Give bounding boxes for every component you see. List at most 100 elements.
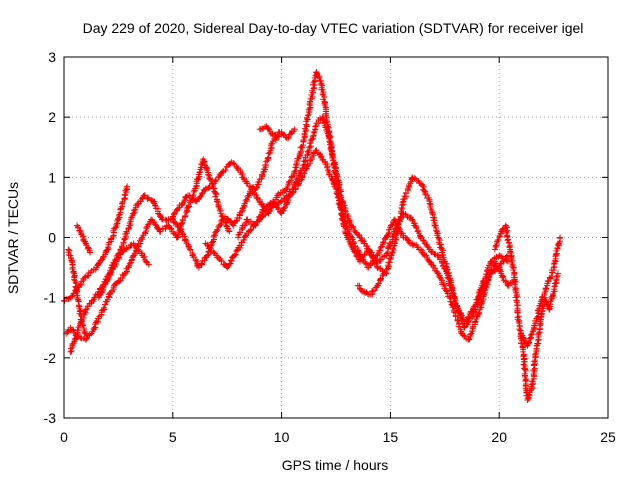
data-point (124, 183, 131, 190)
data-point (171, 230, 178, 237)
data-point (123, 268, 130, 275)
data-point (295, 181, 302, 188)
data-point (330, 160, 337, 167)
data-point (174, 223, 181, 230)
data-point (438, 241, 445, 248)
series-arc-10 (256, 123, 283, 139)
data-point (426, 200, 433, 207)
data-point (81, 330, 88, 337)
data-point (239, 171, 246, 178)
data-point (531, 322, 538, 329)
data-point (67, 345, 74, 352)
data-point (126, 260, 133, 267)
data-point (82, 306, 89, 313)
data-point (282, 204, 289, 211)
data-point (526, 339, 533, 346)
data-point (515, 318, 522, 325)
data-point (448, 301, 455, 308)
data-point (71, 276, 78, 283)
data-layer (61, 69, 564, 403)
data-point (369, 288, 376, 295)
data-point (452, 313, 459, 320)
data-point (175, 224, 182, 231)
data-point (242, 233, 249, 240)
data-point (316, 74, 323, 81)
series-arc-4 (65, 246, 89, 337)
data-point (196, 195, 203, 202)
data-point (449, 304, 456, 311)
data-point (186, 193, 193, 200)
data-point (375, 280, 382, 287)
data-point (531, 365, 538, 372)
data-point (159, 225, 166, 232)
data-point (553, 273, 560, 280)
data-point (182, 212, 189, 219)
data-point (305, 149, 312, 156)
data-point (171, 210, 178, 217)
data-point (190, 188, 197, 195)
data-point (350, 240, 357, 247)
data-point (115, 212, 122, 219)
data-point (310, 85, 317, 92)
data-point (79, 321, 86, 328)
data-point (420, 183, 427, 190)
data-point (492, 242, 499, 249)
data-point (108, 269, 115, 276)
y-axis-label: SDTVAR / TECUs (5, 182, 21, 294)
data-point (499, 226, 506, 233)
data-point (222, 167, 229, 174)
data-point (179, 217, 186, 224)
data-point (265, 125, 272, 132)
data-point (213, 198, 220, 205)
data-point (435, 234, 442, 241)
data-point (519, 334, 526, 341)
data-point (68, 293, 75, 300)
data-point (204, 252, 211, 259)
data-point (238, 208, 245, 215)
data-point (285, 135, 292, 142)
data-point (529, 378, 536, 385)
data-point (319, 116, 326, 123)
data-point (520, 361, 527, 368)
data-point (168, 226, 175, 233)
data-point (551, 283, 558, 290)
data-point (100, 284, 107, 291)
data-point (152, 202, 159, 209)
series-arc-12 (491, 222, 561, 403)
data-point (398, 214, 405, 221)
data-point (445, 275, 452, 282)
data-point (107, 271, 114, 278)
data-point (87, 249, 94, 256)
data-point (398, 204, 405, 211)
data-point (123, 245, 130, 252)
data-point (476, 295, 483, 302)
data-point (420, 251, 427, 258)
data-point (121, 235, 128, 242)
data-point (263, 158, 270, 165)
data-point (224, 227, 231, 234)
data-point (115, 215, 121, 222)
data-point (505, 236, 512, 243)
data-point (495, 237, 502, 244)
data-point (405, 239, 412, 246)
data-point (340, 213, 347, 220)
data-point (378, 275, 385, 282)
data-point (530, 366, 537, 373)
data-point (244, 216, 251, 223)
data-point (360, 256, 367, 263)
data-point (83, 335, 90, 342)
data-point (491, 246, 498, 253)
series-arc-5 (74, 222, 94, 256)
data-point (137, 240, 144, 247)
data-point (84, 305, 91, 312)
data-point (438, 275, 445, 282)
data-point (217, 222, 224, 229)
data-point (391, 216, 398, 223)
data-point (377, 256, 384, 263)
data-point (312, 123, 319, 130)
data-point (261, 124, 268, 131)
data-point (350, 224, 357, 231)
data-point (499, 274, 506, 281)
data-point (217, 210, 224, 217)
